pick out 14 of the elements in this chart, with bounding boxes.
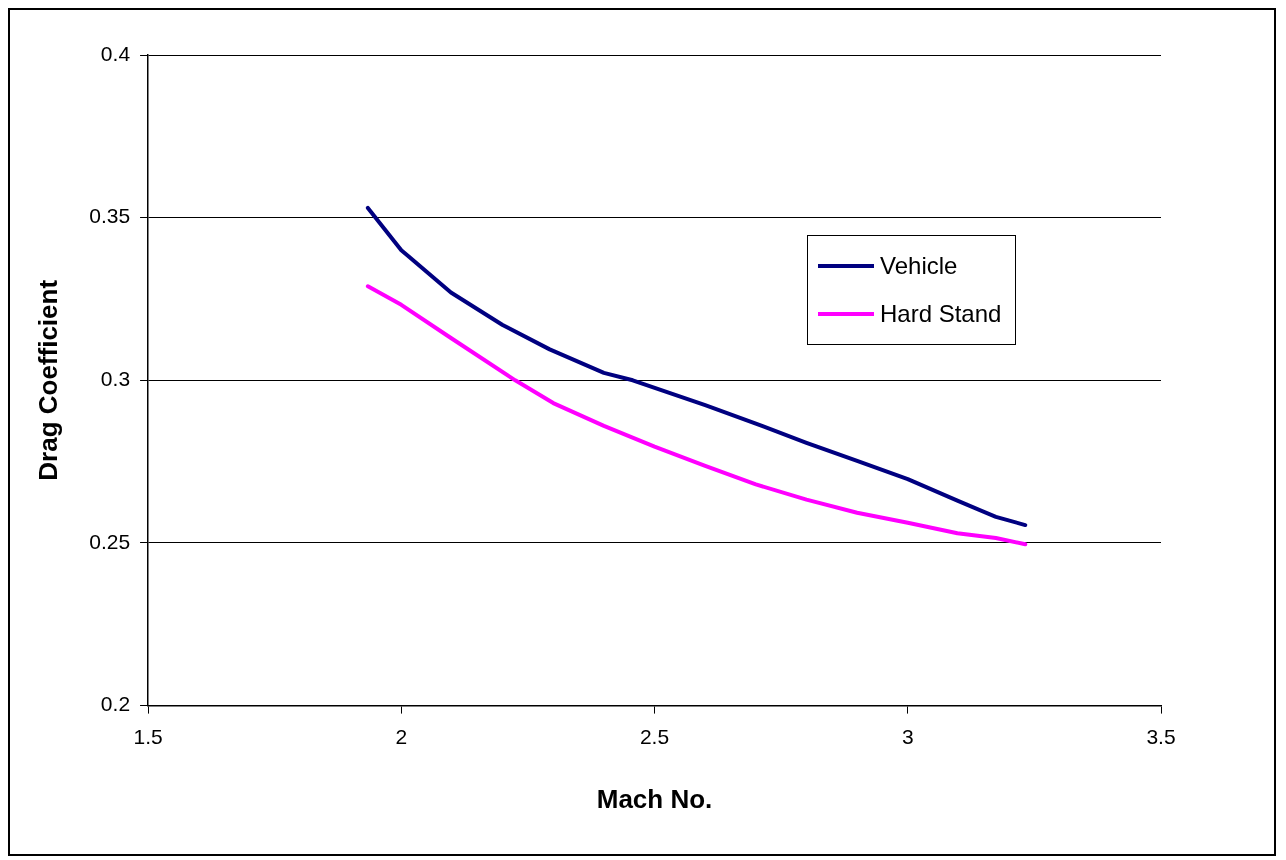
- x-tick-label: 2: [395, 725, 408, 748]
- x-tick-label: 3.5: [1146, 725, 1176, 748]
- x-tick-label: 2.5: [639, 725, 670, 748]
- y-tick-label: 0.25: [89, 529, 131, 553]
- x-tick-label: 3: [901, 725, 914, 748]
- y-tick-label: 0.3: [100, 367, 131, 391]
- y-tick-label: 0.4: [100, 41, 131, 65]
- legend-label: Vehicle: [880, 252, 958, 280]
- y-tick-label: 0.2: [100, 692, 131, 716]
- x-tick-label: 1.5: [133, 725, 163, 748]
- y-axis-title: Drag Coefficient: [32, 279, 63, 481]
- y-tick-label: 0.35: [89, 204, 131, 228]
- x-axis-title: Mach No.: [596, 783, 713, 814]
- legend-label: Hard Stand: [880, 300, 1002, 328]
